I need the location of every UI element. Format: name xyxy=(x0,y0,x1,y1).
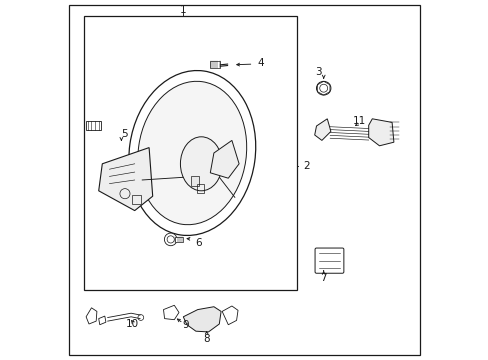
Bar xyxy=(132,195,141,204)
Text: 9: 9 xyxy=(183,320,189,330)
Polygon shape xyxy=(314,119,330,140)
Polygon shape xyxy=(210,140,239,178)
Polygon shape xyxy=(99,148,152,211)
Text: 7: 7 xyxy=(319,273,325,283)
FancyBboxPatch shape xyxy=(86,121,101,130)
Polygon shape xyxy=(222,306,238,325)
Ellipse shape xyxy=(138,81,246,225)
Ellipse shape xyxy=(164,233,177,246)
Text: 4: 4 xyxy=(257,58,263,68)
Text: 8: 8 xyxy=(203,334,209,344)
Text: 3: 3 xyxy=(314,67,321,77)
Text: 6: 6 xyxy=(195,238,202,248)
Polygon shape xyxy=(183,307,221,332)
Ellipse shape xyxy=(138,315,143,320)
Polygon shape xyxy=(99,316,106,325)
Ellipse shape xyxy=(316,81,330,95)
Bar xyxy=(84,16,296,290)
Bar xyxy=(210,61,220,68)
Text: 2: 2 xyxy=(303,161,309,171)
Polygon shape xyxy=(86,308,97,324)
Text: 11: 11 xyxy=(352,116,366,126)
Bar xyxy=(197,184,204,193)
Ellipse shape xyxy=(180,137,222,191)
Text: 1: 1 xyxy=(180,5,186,15)
Text: 5: 5 xyxy=(121,129,128,139)
Text: 10: 10 xyxy=(125,319,139,329)
FancyBboxPatch shape xyxy=(314,248,343,273)
Bar xyxy=(175,237,183,242)
Bar xyxy=(191,176,199,186)
Polygon shape xyxy=(163,305,179,320)
Polygon shape xyxy=(368,119,393,146)
